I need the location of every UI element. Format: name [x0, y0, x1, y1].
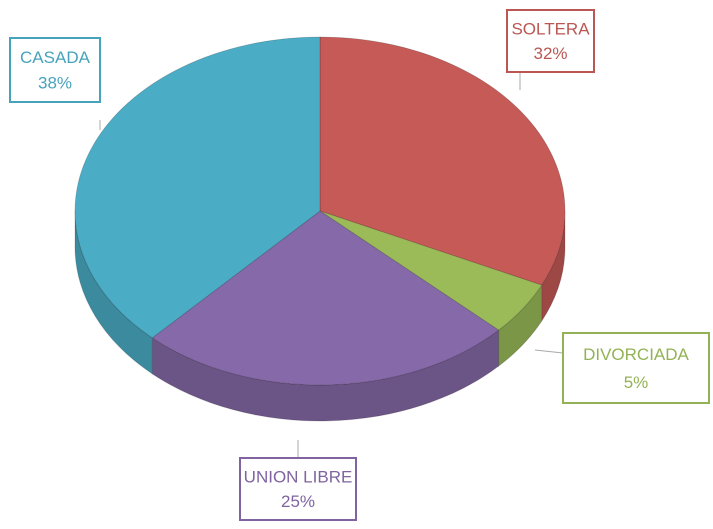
label-value: 5%	[624, 373, 649, 392]
label-box	[562, 332, 710, 404]
slice	[151, 210, 500, 386]
label-name: DIVORCIADA	[583, 345, 689, 364]
label-name: SOLTERA	[511, 19, 590, 38]
leader-line	[534, 349, 564, 354]
label-value: 32%	[533, 44, 567, 63]
label-box	[239, 457, 357, 521]
slice	[319, 210, 543, 331]
slice	[319, 36, 566, 286]
label-value: 38%	[38, 74, 72, 93]
slice	[74, 36, 321, 339]
label-box	[506, 9, 595, 73]
label-box	[9, 37, 101, 103]
label-name: UNION LIBRE	[244, 467, 353, 486]
label-value: 25%	[281, 492, 315, 511]
label-name: CASADA	[20, 48, 91, 67]
